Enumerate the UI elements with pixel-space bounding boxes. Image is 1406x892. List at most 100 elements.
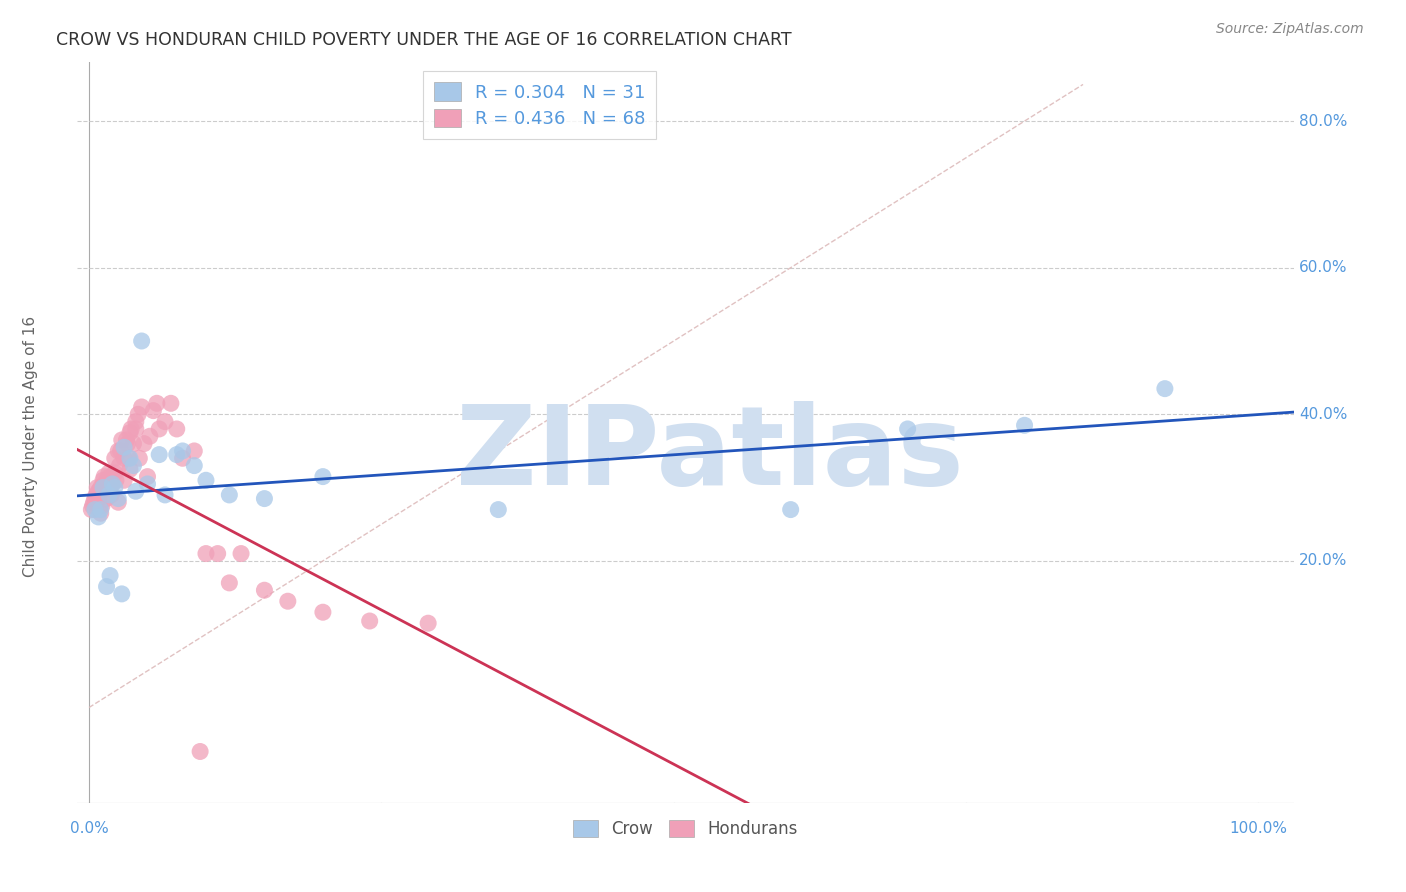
Point: [82, 499, 104, 513]
Point: [90, 499, 112, 513]
Text: 80.0%: 80.0%: [1299, 113, 1348, 128]
Point: [1154, 382, 1177, 396]
Point: [87, 510, 110, 524]
Point: [104, 473, 127, 487]
Point: [104, 481, 127, 495]
Point: [111, 433, 134, 447]
Point: [136, 477, 159, 491]
Text: 0.0%: 0.0%: [70, 822, 108, 836]
Point: [108, 458, 131, 473]
Point: [98, 469, 121, 483]
Point: [101, 477, 124, 491]
Text: Source: ZipAtlas.com: Source: ZipAtlas.com: [1216, 22, 1364, 37]
Point: [132, 436, 155, 450]
Point: [139, 429, 162, 443]
Point: [172, 444, 194, 458]
Point: [107, 444, 129, 458]
Point: [110, 444, 132, 458]
Point: [96, 580, 118, 594]
Point: [194, 473, 217, 487]
Text: 60.0%: 60.0%: [1299, 260, 1348, 276]
Point: [183, 444, 205, 458]
Point: [148, 448, 170, 462]
Point: [153, 415, 176, 429]
Point: [98, 473, 121, 487]
Point: [98, 568, 121, 582]
Point: [104, 466, 127, 480]
Text: 20.0%: 20.0%: [1299, 553, 1348, 568]
Point: [115, 433, 138, 447]
Point: [277, 594, 299, 608]
Point: [90, 502, 112, 516]
Point: [91, 484, 114, 499]
Point: [107, 491, 129, 506]
Point: [359, 614, 381, 628]
Point: [94, 477, 117, 491]
Point: [128, 451, 150, 466]
Point: [84, 495, 107, 509]
Point: [89, 499, 111, 513]
Point: [1014, 418, 1036, 433]
Point: [83, 491, 105, 506]
Point: [218, 575, 240, 590]
Point: [112, 451, 135, 466]
Point: [183, 458, 205, 473]
Point: [97, 466, 120, 480]
Point: [83, 495, 105, 509]
Point: [118, 451, 141, 466]
Point: [118, 462, 141, 476]
Point: [207, 547, 229, 561]
Point: [194, 547, 217, 561]
Point: [97, 488, 120, 502]
Point: [253, 583, 276, 598]
Point: [897, 422, 920, 436]
Text: 100.0%: 100.0%: [1229, 822, 1288, 836]
Point: [122, 436, 145, 450]
Point: [166, 422, 188, 436]
Point: [131, 334, 153, 348]
Point: [160, 396, 183, 410]
Point: [153, 488, 176, 502]
Text: ZIPatlas: ZIPatlas: [456, 401, 963, 508]
Point: [418, 616, 440, 631]
Point: [312, 469, 335, 483]
Point: [125, 422, 148, 436]
Point: [779, 502, 801, 516]
Point: [118, 425, 141, 440]
Text: Child Poverty Under the Age of 16: Child Poverty Under the Age of 16: [24, 316, 38, 576]
Point: [91, 473, 114, 487]
Point: [87, 491, 110, 506]
Point: [97, 481, 120, 495]
Point: [136, 469, 159, 483]
Point: [111, 587, 134, 601]
Point: [148, 422, 170, 436]
Point: [93, 469, 115, 483]
Point: [112, 473, 135, 487]
Legend: Crow, Hondurans: Crow, Hondurans: [564, 812, 807, 847]
Point: [122, 458, 145, 473]
Point: [90, 506, 112, 520]
Point: [96, 473, 118, 487]
Point: [87, 484, 110, 499]
Point: [312, 605, 335, 619]
Point: [172, 451, 194, 466]
Point: [112, 440, 135, 454]
Point: [100, 488, 122, 502]
Point: [101, 477, 124, 491]
Point: [131, 400, 153, 414]
Point: [80, 502, 103, 516]
Point: [229, 547, 252, 561]
Point: [486, 502, 509, 516]
Point: [253, 491, 276, 506]
Point: [107, 495, 129, 509]
Text: 40.0%: 40.0%: [1299, 407, 1348, 422]
Point: [166, 448, 188, 462]
Point: [118, 451, 141, 466]
Point: [117, 436, 139, 450]
Point: [96, 491, 118, 506]
Point: [125, 415, 148, 429]
Point: [86, 481, 108, 495]
Point: [218, 488, 240, 502]
Point: [125, 484, 148, 499]
Point: [91, 481, 114, 495]
